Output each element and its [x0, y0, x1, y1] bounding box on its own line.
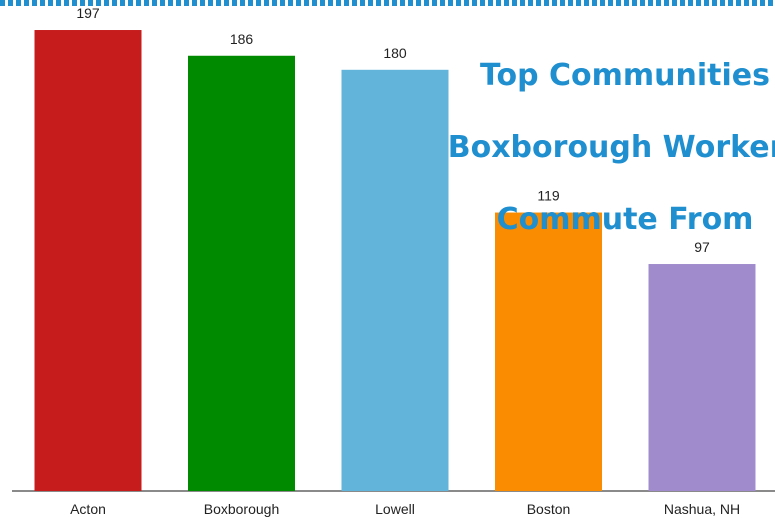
x-tick-label: Nashua, NH: [664, 501, 740, 517]
bar-boxborough: [188, 55, 295, 491]
chart-title-line-2: Boxborough Workers: [447, 130, 775, 165]
x-tick-label: Boston: [527, 501, 571, 517]
x-tick-label: Boxborough: [204, 501, 280, 517]
bar-boston: [495, 212, 602, 492]
data-label: 197: [76, 5, 100, 21]
x-tick-label: Acton: [70, 501, 106, 517]
data-label: 119: [537, 188, 560, 204]
chart-title-line-3: Commute From: [496, 202, 754, 237]
chart-title: Top Communities Boxborough Workers Commu…: [445, 22, 775, 238]
data-label: 97: [694, 239, 710, 255]
bar-nashua-nh: [648, 264, 756, 491]
top-dashed-border: [0, 0, 775, 6]
bar-acton: [34, 30, 142, 492]
chart-title-line-1: Top Communities: [480, 58, 770, 93]
bar-lowell: [341, 69, 449, 492]
x-tick-label: Lowell: [375, 501, 415, 517]
data-label: 186: [230, 31, 254, 47]
data-label: 180: [383, 45, 407, 61]
